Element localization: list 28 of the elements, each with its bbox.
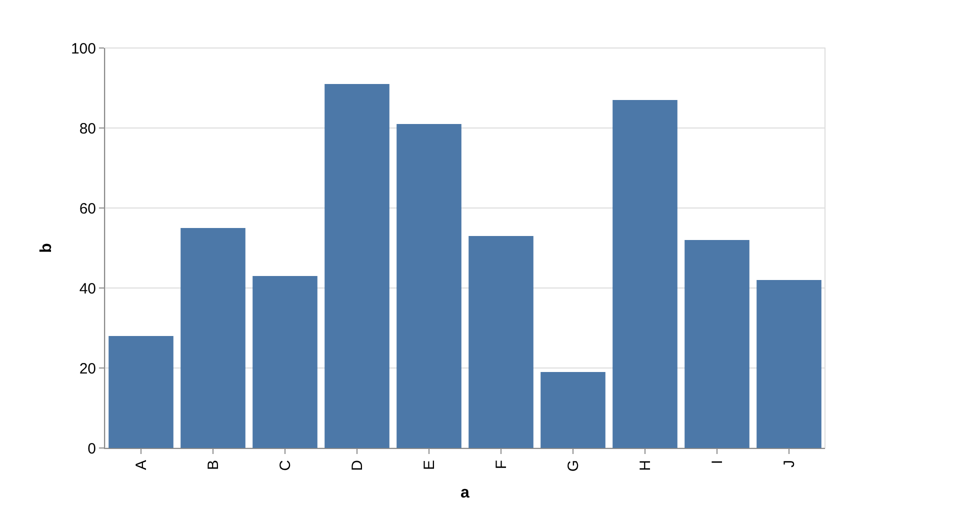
bar xyxy=(684,240,750,448)
x-tick-label: J xyxy=(780,460,798,468)
y-tick-label: 20 xyxy=(79,360,96,378)
y-tick-label: 80 xyxy=(79,120,96,138)
y-axis-title: b xyxy=(38,242,55,253)
x-tick-label: D xyxy=(348,460,366,471)
x-tick-label: I xyxy=(708,460,726,464)
bar xyxy=(108,336,174,448)
bar xyxy=(756,280,822,448)
bar xyxy=(540,372,606,448)
bar xyxy=(468,236,534,448)
y-tick-label: 0 xyxy=(88,440,96,458)
y-tick-label: 40 xyxy=(79,280,96,298)
x-tick-label: H xyxy=(636,460,654,471)
x-tick-label: E xyxy=(420,460,438,470)
bar xyxy=(612,100,678,448)
x-axis-title: a xyxy=(460,484,470,502)
y-tick-label: 100 xyxy=(70,40,96,58)
bar xyxy=(396,124,462,448)
x-tick-label: F xyxy=(492,460,510,470)
x-tick-label: B xyxy=(204,460,222,470)
bar xyxy=(324,84,390,448)
x-tick-label: A xyxy=(132,460,150,470)
y-tick-label: 60 xyxy=(79,200,96,218)
x-tick-label: C xyxy=(276,460,294,471)
x-tick-label: G xyxy=(564,460,582,472)
bar xyxy=(180,228,246,448)
bar xyxy=(252,276,318,448)
